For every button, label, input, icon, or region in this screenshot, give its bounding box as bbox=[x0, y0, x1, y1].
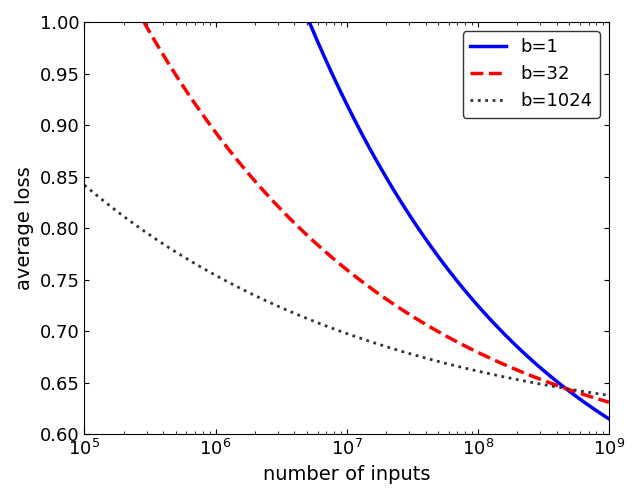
b=1 bbox=[564, 388, 572, 394]
b=1024 bbox=[538, 381, 546, 387]
b=1024 bbox=[282, 306, 289, 312]
b=32 bbox=[605, 399, 612, 405]
b=1 bbox=[340, 95, 348, 101]
b=1 bbox=[308, 26, 316, 32]
Y-axis label: average loss: average loss bbox=[15, 166, 34, 290]
Legend: b=1, b=32, b=1024: b=1, b=32, b=1024 bbox=[463, 31, 600, 118]
b=1024 bbox=[81, 182, 88, 188]
b=1 bbox=[305, 19, 313, 25]
b=32 bbox=[293, 223, 301, 229]
b=32 bbox=[396, 305, 404, 311]
b=1024 bbox=[595, 391, 602, 397]
Line: b=1024: b=1024 bbox=[84, 185, 609, 395]
b=1 bbox=[367, 148, 375, 154]
b=1024 bbox=[305, 316, 312, 322]
b=1024 bbox=[172, 249, 179, 254]
Line: b=1: b=1 bbox=[309, 22, 609, 419]
b=32 bbox=[240, 165, 248, 171]
b=1 bbox=[470, 298, 478, 304]
b=1 bbox=[605, 416, 612, 422]
X-axis label: number of inputs: number of inputs bbox=[263, 465, 431, 484]
b=32 bbox=[564, 386, 572, 392]
b=32 bbox=[140, 19, 147, 25]
b=1024 bbox=[140, 228, 148, 234]
b=32 bbox=[380, 294, 387, 300]
b=1 bbox=[441, 262, 449, 268]
Line: b=32: b=32 bbox=[143, 22, 609, 402]
b=1024 bbox=[605, 392, 612, 398]
b=32 bbox=[516, 368, 524, 374]
